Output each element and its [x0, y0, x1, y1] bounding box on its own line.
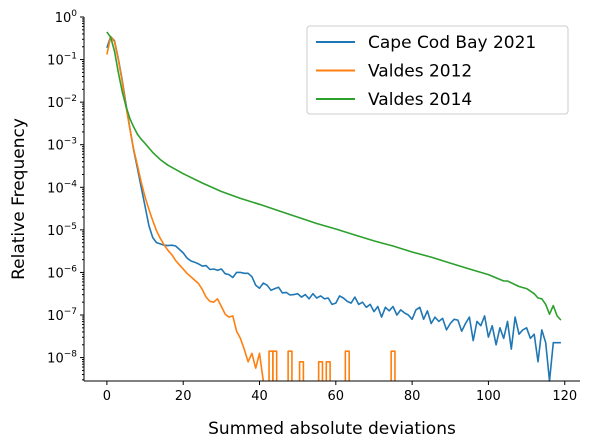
series-spike-1: [317, 361, 324, 381]
series-spike-1: [390, 350, 396, 381]
series-spike-1: [298, 361, 305, 381]
series-spike-1: [287, 350, 293, 381]
x-tick-label: 40: [251, 389, 268, 404]
x-tick-label: 100: [476, 389, 501, 404]
y-tick-label: 10−7: [47, 307, 77, 324]
series-line-0: [106, 35, 561, 382]
y-tick-label: 10−5: [47, 222, 77, 239]
y-tick-label: 10−6: [47, 264, 77, 281]
legend: Cape Cod Bay 2021 Valdes 2012 Valdes 2014: [306, 25, 569, 115]
series-line-1: [106, 35, 265, 382]
y-tick-label: 10−8: [47, 350, 77, 367]
series-spike-1: [272, 350, 278, 381]
y-axis-ticks: 100 10−1 10−2 10−3 10−4 10−5 10−6 10−7 10−8: [47, 9, 84, 381]
y-axis-title: Relative Frequency: [9, 118, 29, 280]
x-axis-title: Summed absolute deviations: [208, 419, 456, 439]
legend-label-1: Valdes 2012: [368, 62, 472, 82]
x-tick-label: 20: [175, 389, 192, 404]
y-tick-label: 10−4: [47, 179, 77, 196]
y-tick-label: 10−3: [47, 137, 77, 154]
legend-label-0: Cape Cod Bay 2021: [368, 33, 536, 53]
x-tick-label: 60: [328, 389, 345, 404]
x-tick-label: 80: [404, 389, 421, 404]
y-tick-label: 100: [55, 9, 78, 26]
series-line-2: [106, 31, 562, 321]
x-tick-label: 0: [103, 389, 111, 404]
legend-label-2: Valdes 2014: [368, 90, 472, 110]
series-spike-1: [344, 350, 350, 381]
plot-area: [106, 31, 562, 382]
y-tick-label: 10−1: [47, 52, 77, 69]
series-spike-1: [325, 361, 331, 381]
x-axis-ticks: 0 20 40 60 80 100 120: [103, 381, 577, 404]
y-tick-label: 10−2: [47, 94, 77, 111]
x-tick-label: 120: [552, 389, 577, 404]
legend-box: [306, 25, 569, 115]
